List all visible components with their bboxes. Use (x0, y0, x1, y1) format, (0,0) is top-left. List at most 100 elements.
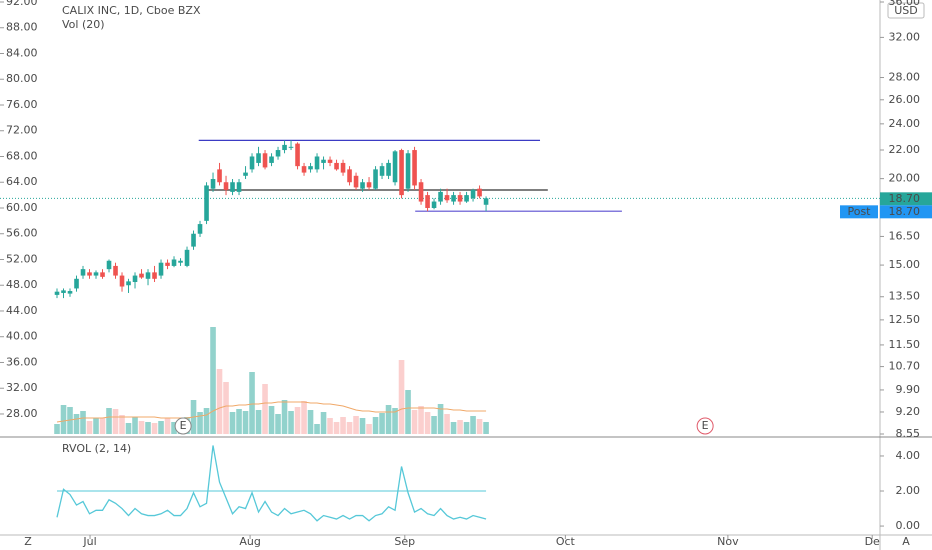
rvol-tick-label: 0.00 (896, 519, 921, 532)
candle-body (178, 260, 183, 263)
price-tag (880, 205, 932, 219)
rvol-line (56, 445, 487, 522)
volume-bar (333, 422, 340, 434)
y2-tick-label: 12.50 (889, 313, 921, 326)
candle-body (223, 182, 229, 190)
volume-bar (262, 384, 268, 434)
candle-body (477, 188, 482, 197)
candle-body (184, 249, 190, 266)
y2-tick-label: 9.90 (896, 383, 921, 396)
volume-bar (203, 408, 210, 434)
y2-tick-label: 20.00 (889, 172, 921, 185)
volume-bar (424, 412, 431, 434)
y-tick-label: 48.00 (6, 278, 38, 291)
volume-bar (431, 416, 437, 434)
candle-body (373, 169, 378, 189)
candle-body (262, 153, 268, 168)
candle-body (210, 179, 216, 189)
volume-bar (281, 400, 288, 434)
candle-body (451, 195, 456, 202)
event-marker[interactable] (174, 417, 192, 435)
candle-body (197, 224, 203, 234)
candle-body (386, 162, 391, 176)
event-label: E (180, 419, 187, 432)
y-tick-label: 52.00 (6, 252, 38, 265)
volume-bar (164, 418, 171, 434)
candle-body (106, 260, 112, 270)
volume-bar (346, 422, 353, 434)
currency-box[interactable] (887, 2, 925, 19)
y2-tick-label: 28.00 (889, 71, 921, 84)
candle-body (444, 195, 450, 201)
candle-body (405, 153, 411, 189)
candle-body (340, 162, 346, 173)
candle-body (308, 166, 313, 170)
volume-bar (418, 406, 424, 434)
event-marker[interactable] (696, 417, 714, 435)
volume-bar (327, 418, 333, 434)
volume-bar (294, 407, 301, 434)
y2-tick-label: 32.00 (889, 30, 921, 43)
y-tick-label: 44.00 (6, 304, 38, 317)
volume-bar (229, 412, 236, 434)
x-tick-label: Aug (239, 535, 260, 548)
candle-body (152, 272, 157, 279)
candle-body (412, 150, 417, 186)
candle-body (119, 275, 125, 287)
volume-bar (255, 410, 262, 434)
candle-body (54, 291, 60, 295)
volume-bar (405, 390, 411, 434)
y2-tick-label: 10.70 (889, 360, 921, 373)
candle-body (100, 272, 105, 277)
candle-body (366, 182, 372, 188)
volume-bar (314, 424, 320, 434)
volume-bar (392, 408, 398, 434)
volume-bar (171, 422, 177, 434)
x-tick-label: Nov (717, 535, 739, 548)
volume-bar (210, 327, 216, 434)
rvol-legend: RVOL (2, 14) (62, 442, 131, 455)
candle-body (249, 156, 255, 170)
y-tick-label: 68.00 (6, 149, 38, 162)
y2-tick-label: 16.50 (889, 229, 921, 242)
y2-tick-label: 22.00 (889, 143, 921, 156)
volume-bar (359, 418, 366, 434)
rvol-tick-label: 4.00 (896, 449, 921, 462)
volume-bar (444, 414, 450, 434)
y-tick-label: 88.00 (6, 21, 38, 34)
y2-tick-label: 26.00 (889, 93, 921, 106)
volume-bar (138, 421, 145, 434)
volume-bar (366, 424, 372, 434)
candle-body (217, 169, 222, 183)
volume-bar (86, 421, 93, 434)
volume-bar (132, 417, 138, 434)
candle-body (61, 290, 66, 293)
candle-body (470, 189, 476, 199)
control[interactable]: Z (24, 535, 32, 548)
volume-bar (145, 422, 151, 434)
candle-body (191, 233, 196, 247)
candle-body (431, 201, 437, 208)
volume-bar (197, 412, 203, 434)
candle-body (425, 195, 430, 208)
currency[interactable]: USD (894, 4, 918, 17)
candle-body (132, 275, 138, 283)
volume-ma (56, 401, 487, 423)
control[interactable]: A (902, 535, 910, 548)
volume-bar (125, 423, 132, 434)
y-tick-label: 80.00 (6, 72, 38, 85)
candle-body (243, 172, 248, 176)
y-tick-label: 32.00 (6, 381, 38, 394)
y2-tick-label: 13.50 (889, 290, 921, 303)
y-tick-label: 72.00 (6, 124, 38, 137)
y2-tick-label: 8.55 (896, 427, 921, 440)
volume-bar (223, 382, 229, 434)
candle-body (80, 269, 86, 276)
y2-tick-label: 11.50 (889, 338, 921, 351)
volume-bar (437, 404, 444, 434)
volume-bar (236, 409, 242, 434)
y2-tick-label: 15.00 (889, 258, 921, 271)
candle-body (87, 272, 92, 276)
volume-bar (379, 413, 385, 434)
